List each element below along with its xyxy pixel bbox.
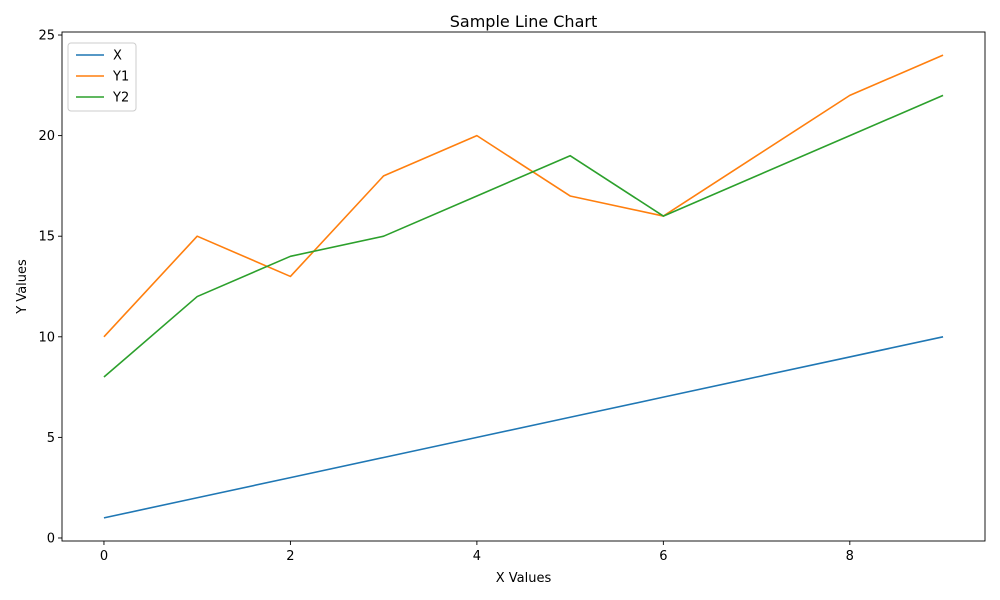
x-axis-label: X Values	[496, 571, 552, 586]
y-tick-label: 15	[38, 230, 55, 245]
y-tick-label: 20	[38, 129, 55, 144]
chart-title: Sample Line Chart	[450, 12, 597, 31]
x-tick-label: 4	[473, 549, 481, 564]
series-line-x	[103, 336, 944, 519]
legend-label-x: X	[113, 49, 122, 64]
x-tick-label: 0	[100, 549, 108, 564]
series-line-y2	[103, 94, 944, 378]
legend: X Y1 Y2	[67, 42, 137, 112]
y-tick-label: 0	[47, 531, 55, 546]
legend-label-y2: Y2	[112, 91, 129, 106]
x-tick-label: 2	[286, 549, 294, 564]
legend-box	[67, 42, 137, 112]
y-axis-label: Y Values	[15, 259, 30, 315]
plot-area: 0 2 4 6 8 0 5 10 15 20 25	[38, 29, 986, 564]
legend-label-y1: Y1	[112, 70, 129, 85]
axes-frame	[61, 31, 986, 542]
x-tick-label: 6	[659, 549, 667, 564]
y-tick-label: 5	[47, 431, 55, 446]
x-tick-label: 8	[846, 549, 854, 564]
y-tick-label: 25	[38, 29, 55, 44]
series-line-y1	[103, 54, 944, 338]
y-tick-label: 10	[38, 330, 55, 345]
